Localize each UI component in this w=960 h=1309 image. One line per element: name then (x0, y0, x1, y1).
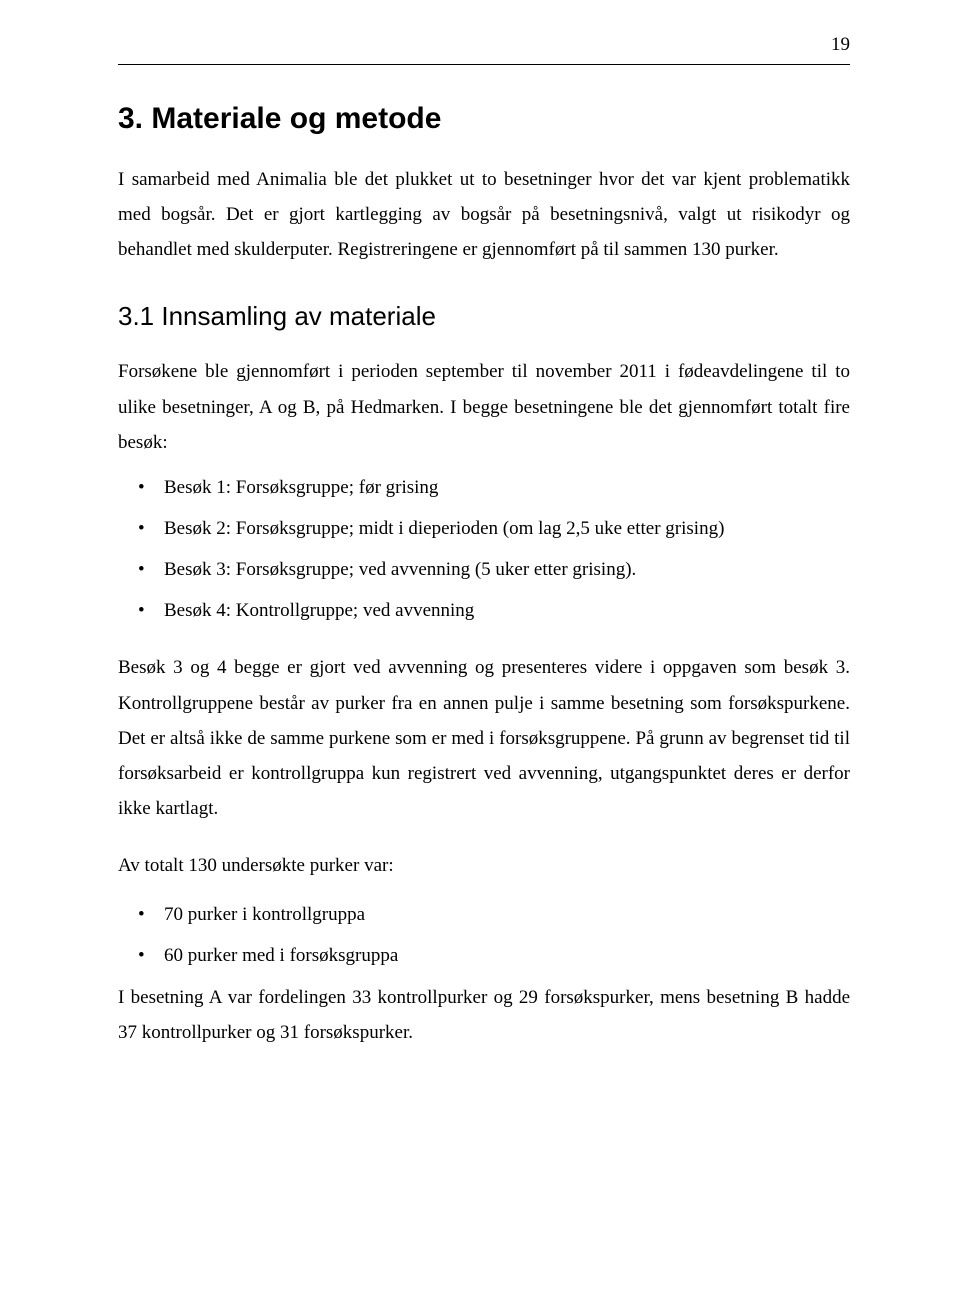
list-item: Besøk 2: Forsøksgruppe; midt i dieperiod… (118, 511, 850, 546)
document-page: 19 3. Materiale og metode I samarbeid me… (0, 0, 960, 1309)
page-number: 19 (831, 34, 850, 56)
list-item: Besøk 1: Forsøksgruppe; før grising (118, 470, 850, 505)
heading-2: 3.1 Innsamling av materiale (118, 301, 850, 332)
heading-1: 3. Materiale og metode (118, 102, 850, 136)
paragraph-2: Forsøkene ble gjennomført i perioden sep… (118, 354, 850, 459)
paragraph-intro: I samarbeid med Animalia ble det plukket… (118, 162, 850, 267)
list-item: 60 purker med i forsøksgruppa (118, 938, 850, 973)
list-item: Besøk 3: Forsøksgruppe; ved avvenning (5… (118, 552, 850, 587)
list-item: Besøk 4: Kontrollgruppe; ved avvenning (118, 593, 850, 628)
header-rule (118, 64, 850, 65)
paragraph-4: Av totalt 130 undersøkte purker var: (118, 848, 850, 883)
paragraph-5: I besetning A var fordelingen 33 kontrol… (118, 980, 850, 1050)
list-item: 70 purker i kontrollgruppa (118, 897, 850, 932)
spacer (118, 840, 850, 848)
paragraph-3: Besøk 3 og 4 begge er gjort ved avvennin… (118, 650, 850, 826)
counts-list: 70 purker i kontrollgruppa 60 purker med… (118, 897, 850, 973)
visit-list: Besøk 1: Forsøksgruppe; før grising Besø… (118, 470, 850, 629)
